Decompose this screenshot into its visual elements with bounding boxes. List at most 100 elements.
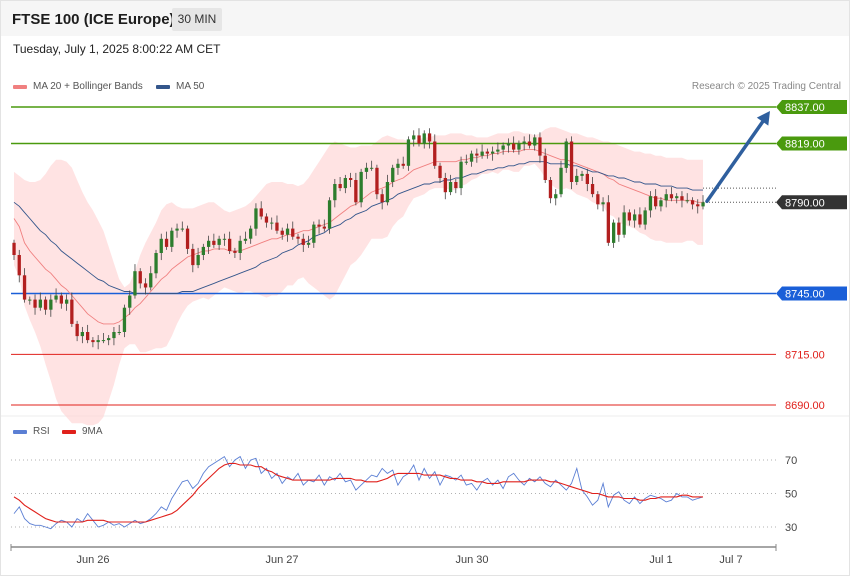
candle (485, 148, 489, 159)
level-tag-text: 8819.00 (785, 138, 825, 150)
candle (327, 197, 332, 234)
level-tag-resistance (776, 100, 847, 114)
rsi-tick-label: 70 (785, 455, 797, 467)
candle (575, 168, 579, 186)
candle (70, 292, 74, 327)
candle (359, 168, 363, 208)
candle (475, 148, 479, 163)
rsi-swatch (13, 429, 27, 434)
candle (233, 247, 237, 259)
candle (149, 266, 153, 291)
candle (396, 158, 400, 175)
candle (54, 288, 58, 303)
time-axis: Jun 26 Jun 27 Jun 30 Jul 1 Jul 7 (10, 544, 777, 566)
candle (638, 207, 642, 228)
candle (380, 189, 384, 210)
candle (480, 144, 484, 159)
instrument-title: FTSE 100 (ICE Europe) (12, 11, 175, 28)
ma20-legend-label: MA 20 + Bollinger Bands (33, 81, 143, 92)
candle (333, 178, 337, 208)
candle (17, 249, 21, 283)
chart-header: FTSE 100 (ICE Europe) 30 MIN (1, 1, 849, 36)
forecast-arrow-shaft (705, 115, 768, 204)
candle (401, 156, 405, 169)
candle (469, 150, 474, 167)
candle (22, 268, 27, 303)
candle (301, 233, 305, 252)
candle (506, 138, 511, 153)
rsi-legend-label: RSI (33, 426, 50, 437)
level-tag-text: 8790.00 (785, 197, 825, 209)
candle (196, 247, 200, 269)
candle (590, 176, 595, 198)
candle (627, 209, 631, 226)
candle (28, 296, 32, 305)
candle (564, 138, 568, 173)
candle (338, 176, 342, 192)
level-tag-text: 8745.00 (785, 289, 825, 301)
candle (312, 221, 316, 248)
candle (122, 304, 127, 338)
candle (249, 225, 253, 244)
level-tag-last (776, 195, 847, 210)
level-tag-pivot (776, 286, 847, 301)
candle (680, 191, 684, 208)
candle (664, 189, 668, 208)
legend-ma50: MA 50 (156, 81, 204, 92)
candle (38, 292, 42, 311)
candle (291, 221, 295, 240)
forecast-arrow-head (756, 111, 770, 126)
legend-rsi: RSI (13, 426, 50, 437)
candle (690, 197, 695, 210)
candle (685, 193, 689, 204)
candle (180, 221, 184, 232)
candle (464, 154, 468, 165)
candle (438, 162, 442, 184)
candle (243, 231, 248, 244)
candle (80, 326, 84, 344)
candle (569, 136, 574, 190)
candle (238, 235, 242, 261)
candle (601, 197, 605, 212)
candle (543, 148, 547, 184)
rsi-tick-label: 50 (785, 489, 797, 501)
candle (375, 164, 379, 200)
candle (501, 142, 505, 155)
candle (648, 191, 653, 218)
candle (354, 172, 358, 206)
candle (201, 243, 205, 261)
support-label: 8690.00 (785, 400, 825, 412)
candle (417, 128, 421, 147)
candle (112, 326, 116, 346)
candle (117, 324, 121, 336)
bollinger-bands (14, 127, 703, 426)
candle (585, 168, 589, 192)
candle (254, 203, 258, 236)
candle (433, 134, 437, 169)
ma50-swatch (156, 84, 170, 89)
candle (59, 292, 63, 309)
rsi-tick-label: 30 (785, 522, 797, 534)
candle (559, 160, 563, 198)
candle (596, 191, 600, 210)
ma50-legend-label: MA 50 (176, 81, 205, 92)
candle (133, 264, 137, 299)
timeframe-badge[interactable]: 30 MIN (172, 8, 222, 31)
candle (343, 174, 347, 194)
candle (512, 136, 516, 153)
candle (86, 324, 90, 344)
time-tick-label: Jun 30 (455, 554, 488, 566)
candle (522, 136, 526, 151)
candle (228, 231, 232, 254)
candle (701, 195, 705, 210)
candle (427, 128, 432, 149)
legend-ma9: 9MA (62, 426, 103, 437)
candle (527, 134, 532, 149)
candle (675, 193, 679, 204)
candle (406, 136, 411, 171)
ma20-line (13, 149, 703, 325)
legend-ma20: MA 20 + Bollinger Bands (13, 81, 143, 92)
candle (322, 219, 326, 232)
rsi-panel: 70 50 30 (11, 455, 797, 534)
